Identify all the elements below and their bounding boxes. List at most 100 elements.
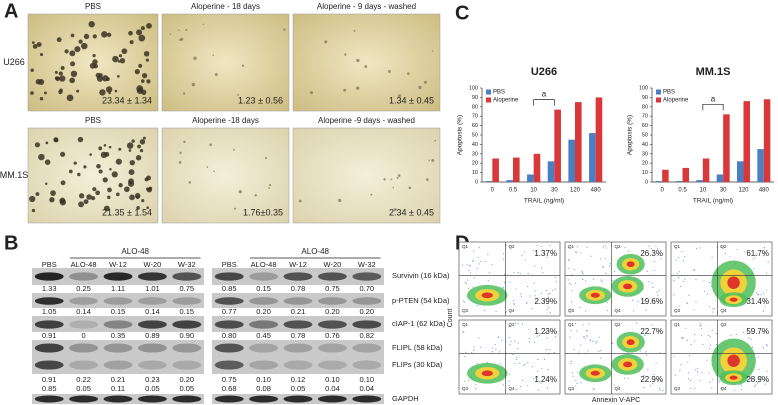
cell-colony	[30, 68, 34, 72]
event	[754, 257, 756, 259]
cell-colony	[78, 193, 85, 199]
event	[567, 247, 570, 249]
cell-colony	[99, 73, 103, 77]
micrograph	[161, 127, 290, 224]
cell-colony	[70, 61, 76, 67]
event	[585, 280, 587, 282]
event	[473, 349, 475, 351]
event	[646, 270, 648, 272]
event	[607, 309, 609, 312]
event	[528, 341, 531, 343]
cell-colony	[169, 33, 172, 35]
band	[172, 395, 202, 403]
quant-value: 0.68	[222, 384, 237, 393]
event	[598, 336, 600, 338]
band	[137, 360, 167, 370]
density	[481, 370, 493, 377]
marker-label: FLIPL (58 kDa)	[392, 343, 443, 352]
cell-colony	[68, 169, 73, 174]
blot-strip	[32, 316, 204, 332]
event	[581, 271, 583, 274]
cell-colony	[134, 69, 140, 75]
quant-value: 0.80	[222, 331, 237, 340]
cell-colony	[128, 30, 133, 36]
band	[103, 272, 133, 281]
q2-percent: 59.7%	[746, 327, 769, 336]
event	[462, 300, 464, 302]
event	[547, 296, 550, 298]
event	[602, 266, 604, 268]
event	[554, 288, 556, 290]
event	[552, 249, 554, 251]
event	[575, 282, 577, 284]
cell-colony	[45, 182, 48, 185]
band	[352, 320, 382, 329]
x-tick-label: 0	[660, 188, 664, 194]
density	[626, 339, 635, 346]
event	[515, 389, 517, 391]
event	[524, 251, 526, 253]
quadrant-label: Q2	[720, 322, 727, 327]
quadrant-label: Q1	[568, 244, 575, 249]
event	[651, 300, 653, 302]
cell-colony	[142, 73, 148, 79]
event	[519, 362, 521, 364]
event	[487, 279, 489, 282]
event	[675, 259, 677, 261]
cell-colony	[234, 207, 237, 210]
cell-colony	[39, 52, 44, 57]
y-tick-label: 100	[469, 85, 478, 91]
bar	[533, 153, 541, 182]
quant-value: 0.90	[179, 331, 194, 340]
band	[172, 320, 202, 329]
quant-value: 0.20	[179, 375, 194, 384]
cell-colony	[101, 31, 108, 38]
band	[352, 272, 382, 281]
band	[69, 320, 99, 329]
event	[526, 301, 528, 303]
quant-value: 0.21	[111, 375, 126, 384]
quant-value: 0.14	[145, 307, 160, 316]
band	[69, 360, 99, 370]
event	[740, 389, 742, 391]
bar	[696, 180, 703, 182]
event	[696, 247, 698, 249]
cell-colony	[96, 163, 101, 169]
event	[627, 378, 629, 380]
bar	[513, 157, 520, 182]
band	[249, 297, 279, 305]
event	[517, 342, 520, 344]
quadrant-label: Q3	[674, 386, 681, 391]
event	[502, 258, 504, 260]
event	[755, 384, 757, 386]
event	[491, 264, 493, 266]
event	[546, 308, 548, 310]
cell-colony	[428, 159, 430, 162]
event	[546, 348, 548, 351]
cell-colony	[54, 70, 58, 74]
cell-colony	[338, 198, 342, 203]
event	[724, 252, 726, 255]
band	[103, 320, 133, 329]
event	[599, 258, 601, 260]
cell-colony	[213, 170, 215, 173]
event	[652, 382, 654, 385]
y-tick-label: 60	[642, 123, 648, 129]
band	[352, 297, 382, 305]
y-axis-label: Count	[447, 309, 454, 328]
event	[751, 346, 754, 348]
density	[590, 370, 600, 376]
event	[694, 387, 696, 389]
event	[703, 280, 705, 282]
event	[719, 245, 722, 247]
cell-colony	[127, 180, 135, 187]
event	[676, 272, 678, 275]
band	[249, 320, 279, 329]
quant-value: 0	[82, 331, 86, 340]
quadrant-label: Q2	[614, 322, 621, 327]
event	[528, 338, 530, 340]
event	[556, 281, 558, 283]
row-label: U266	[3, 57, 25, 67]
event	[553, 351, 555, 354]
quadrant-label: Q2	[614, 244, 621, 249]
